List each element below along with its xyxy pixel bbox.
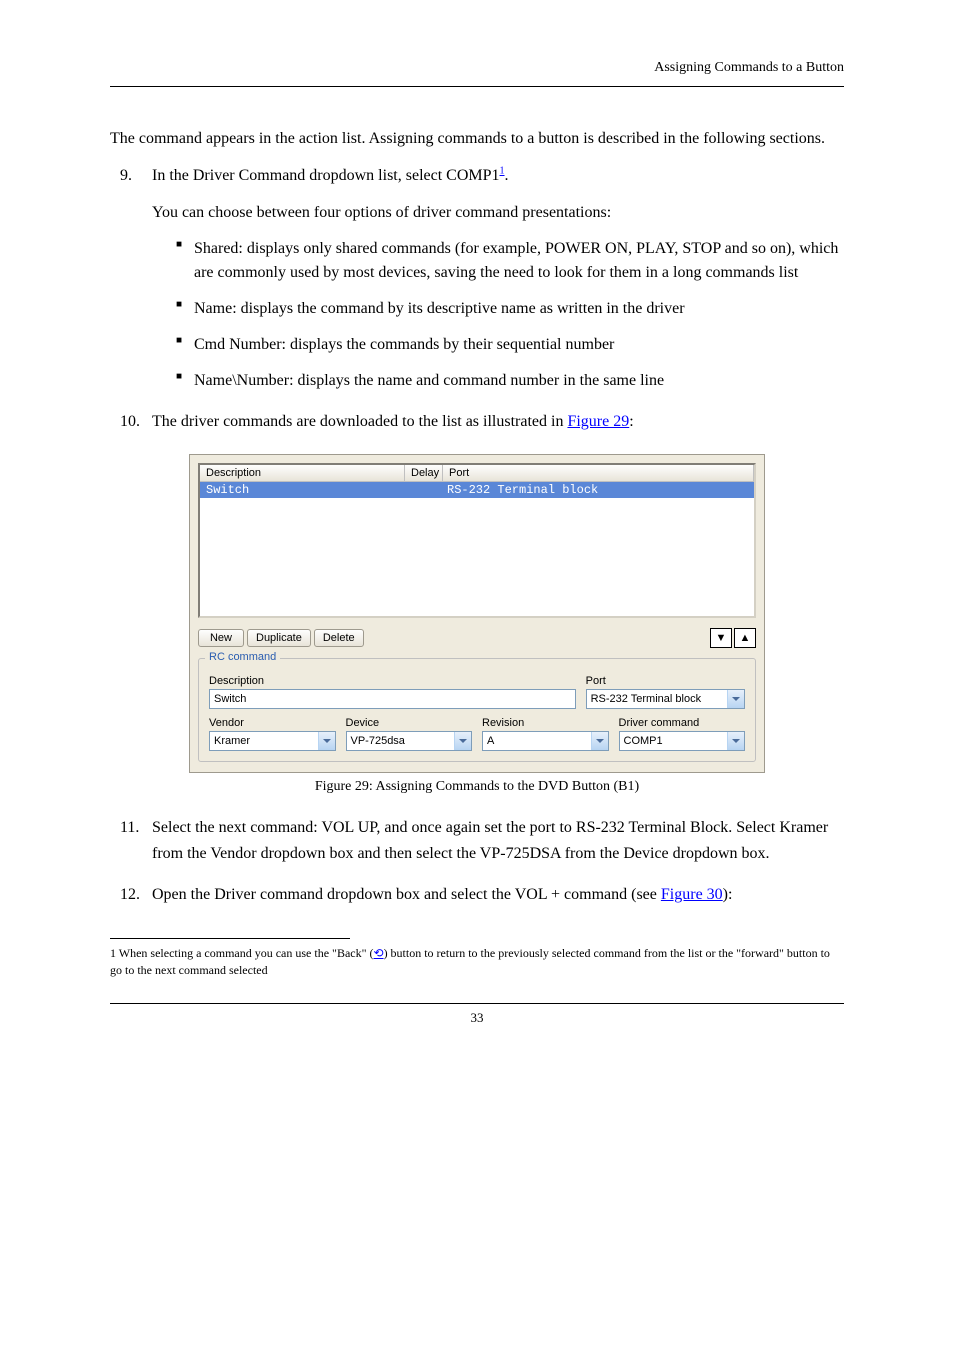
step-10-num: 10. (120, 409, 140, 435)
back-icon-ref: ⟲ (374, 946, 384, 960)
step-9-text: In the Driver Command dropdown list, sel… (152, 167, 509, 184)
chevron-down-icon (732, 739, 740, 743)
page-number: 33 (110, 1010, 844, 1026)
port-label: Port (586, 675, 745, 687)
revision-label: Revision (482, 717, 609, 729)
command-list-panel: Description Delay Port Switch RS-232 Ter… (198, 463, 756, 618)
col-delay[interactable]: Delay (405, 465, 443, 481)
rc-command-group: RC command Description Switch Port RS-23… (198, 658, 756, 762)
revision-select[interactable]: A (482, 731, 609, 751)
port-select[interactable]: RS-232 Terminal block (586, 689, 745, 709)
description-label: Description (209, 675, 576, 687)
vendor-label: Vendor (209, 717, 336, 729)
vendor-select[interactable]: Kramer (209, 731, 336, 751)
chevron-down-icon (323, 739, 331, 743)
chevron-down-icon (596, 739, 604, 743)
col-description[interactable]: Description (200, 465, 405, 481)
rc-group-label: RC command (205, 651, 280, 663)
step-9-options-intro: You can choose between four options of d… (152, 201, 844, 225)
delete-button[interactable]: Delete (314, 629, 364, 647)
section-title: Assigning Commands to a Button (110, 60, 844, 76)
row-port: RS-232 Terminal block (443, 483, 754, 497)
top-rule (110, 86, 844, 87)
step-9: 9. In the Driver Command dropdown list, … (110, 163, 844, 393)
intro-paragraph: The command appears in the action list. … (110, 127, 844, 151)
step-11-num: 11. (120, 815, 139, 841)
move-down-button[interactable]: ▼ (710, 628, 732, 648)
device-select[interactable]: VP-725dsa (346, 731, 473, 751)
driver-command-select[interactable]: COMP1 (619, 731, 746, 751)
col-port[interactable]: Port (443, 465, 754, 481)
footnote-1: 1 When selecting a command you can use t… (110, 945, 844, 979)
option-cmd-number: Cmd Number: displays the commands by the… (176, 333, 844, 357)
step-11-text: Select the next command: VOL UP, and onc… (152, 819, 828, 862)
description-input[interactable]: Switch (209, 689, 576, 709)
row-delay (405, 483, 443, 497)
step-10: 10. The driver commands are downloaded t… (110, 409, 844, 435)
step-12-text: Open the Driver command dropdown box and… (152, 886, 732, 903)
move-up-button[interactable]: ▲ (734, 628, 756, 648)
step-9-num: 9. (120, 163, 132, 189)
figure-30-link[interactable]: Figure 30 (661, 886, 723, 903)
chevron-down-icon (732, 697, 740, 701)
option-name-number: Name\Number: displays the name and comma… (176, 369, 844, 393)
step-12-num: 12. (120, 882, 140, 908)
list-header: Description Delay Port (200, 465, 754, 482)
duplicate-button[interactable]: Duplicate (247, 629, 311, 647)
device-label: Device (346, 717, 473, 729)
footnote-rule (110, 938, 350, 939)
figure-caption: Figure 29: Assigning Commands to the DVD… (110, 779, 844, 795)
screenshot-panel: Description Delay Port Switch RS-232 Ter… (189, 454, 765, 773)
driver-command-label: Driver command (619, 717, 746, 729)
row-desc: Switch (200, 483, 405, 497)
step-12: 12. Open the Driver command dropdown box… (110, 882, 844, 908)
new-button[interactable]: New (198, 629, 244, 647)
bottom-rule (110, 1003, 844, 1004)
step-10-text: The driver commands are downloaded to th… (152, 413, 634, 430)
chevron-down-icon (459, 739, 467, 743)
figure-29-link[interactable]: Figure 29 (567, 413, 629, 430)
option-name: Name: displays the command by its descri… (176, 297, 844, 321)
option-shared: Shared: displays only shared commands (f… (176, 237, 844, 285)
step-11: 11. Select the next command: VOL UP, and… (110, 815, 844, 866)
list-row-selected[interactable]: Switch RS-232 Terminal block (200, 482, 754, 498)
